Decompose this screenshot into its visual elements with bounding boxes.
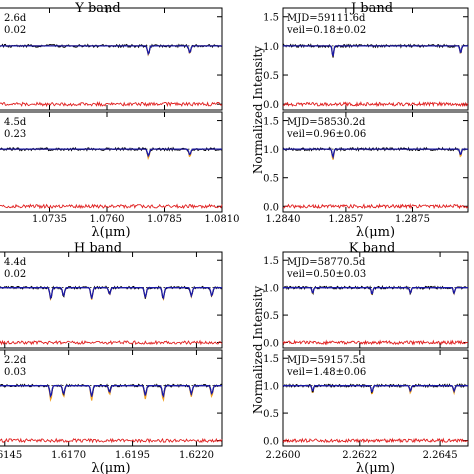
- panel-annotation: 0.03: [4, 367, 26, 378]
- x-tick-label: 1.6145: [0, 450, 22, 461]
- y-axis-label-bottom: Normalized Intensity: [251, 286, 265, 415]
- panel-annotation: veil=0.18±0.02: [286, 25, 366, 36]
- j-band-xlabel: λ(μm): [356, 225, 395, 240]
- panel-frame: [0, 7, 223, 111]
- x-tick-label: 1.2840: [266, 214, 301, 225]
- panel-annotation: veil=0.96±0.06: [286, 129, 366, 140]
- x-tick-label: 2.2622: [342, 450, 377, 461]
- residual-series: [0, 437, 223, 444]
- panel-annotation: veil=1.48±0.06: [286, 367, 366, 378]
- h-band-xlabel: λ(μm): [91, 461, 130, 474]
- y-tick-label: 1.5: [263, 117, 279, 128]
- h-band-quadrant: H band λ(μm) 4.4d0.022.2d0.031.61451.617…: [0, 241, 223, 474]
- spectrum-panel: 2.2d0.03: [0, 349, 223, 447]
- x-tick-label: 1.2857: [328, 214, 363, 225]
- x-tick-label: 1.2875: [395, 214, 430, 225]
- y-tick-label: 0.5: [263, 174, 279, 185]
- residual-series: [282, 203, 469, 210]
- y-tick-label: 0.0: [263, 339, 279, 350]
- y-band-quadrant: Y band λ(μm) 2.6d0.024.5d0.231.0735 1.076…: [0, 1, 240, 240]
- model-series: [283, 287, 468, 295]
- panel-annotation: 0.23: [4, 129, 26, 140]
- y-tick-label: 1.5: [263, 256, 279, 267]
- residual-series: [282, 339, 469, 346]
- residual-series: [0, 203, 223, 210]
- y-tick-label: 0.5: [263, 311, 279, 322]
- model-series: [0, 385, 222, 399]
- y-tick-label: 1.0: [263, 284, 279, 295]
- spectrum-panel: 2.6d0.02: [0, 7, 223, 111]
- y-tick-label: 0.5: [263, 71, 279, 82]
- y-tick-label: 1.0: [263, 42, 279, 53]
- panel-frame: [282, 251, 469, 349]
- y-tick-label: 0.5: [263, 409, 279, 420]
- panel-frame: [0, 251, 223, 349]
- panel-annotation: 2.6d: [4, 13, 27, 24]
- y-tick-label: 0.0: [263, 437, 279, 448]
- h-band-title: H band: [74, 241, 122, 256]
- panel-annotation: MJD=59157.5d: [287, 355, 366, 366]
- j-band-quadrant: J band λ(μm) 0.00.51.01.5 MJD=59111.6dvei…: [263, 1, 469, 240]
- y-tick-label: 0.0: [263, 100, 279, 111]
- model-series: [0, 148, 222, 158]
- k-band-xlabel: λ(μm): [356, 461, 395, 474]
- x-tick-label: 1.6195: [115, 450, 150, 461]
- panel-frame: [282, 7, 469, 111]
- y-band-xlabel: λ(μm): [91, 225, 130, 240]
- model-series: [283, 45, 468, 57]
- y-tick-label: 1.5: [263, 13, 279, 24]
- x-tick-label: 2.2645: [423, 450, 458, 461]
- panel-annotation: 0.02: [4, 25, 26, 36]
- y-tick-label: 1.0: [263, 145, 279, 156]
- k-band-title: K band: [349, 241, 396, 256]
- panel-annotation: 0.02: [4, 269, 26, 280]
- x-tick-label: 1.0735: [32, 214, 67, 225]
- y-axis-label-top: Normalized Intensity: [251, 46, 265, 175]
- residual-series: [282, 437, 469, 444]
- y-tick-label: 0.0: [263, 202, 279, 213]
- x-tick-label: 1.0760: [90, 214, 125, 225]
- panel-annotation: 2.2d: [4, 355, 27, 366]
- panel-annotation: 4.5d: [4, 117, 27, 128]
- y-tick-label: 1.5: [263, 354, 279, 365]
- k-band-quadrant: K band λ(μm) 0.00.51.01.5 MJD=58770.5dvei…: [263, 241, 469, 474]
- panel-frame: [282, 349, 469, 447]
- x-tick-label: 1.0810: [205, 214, 240, 225]
- spectrum-panel: 4.5d0.23: [0, 111, 223, 213]
- panel-annotation: veil=0.50±0.03: [286, 269, 366, 280]
- spectrum-panel: 4.4d0.02: [0, 251, 223, 349]
- residual-series: [0, 339, 223, 346]
- x-tick-label: 1.6220: [179, 450, 214, 461]
- x-tick-label: 1.6170: [51, 450, 86, 461]
- model-series: [283, 148, 468, 160]
- panel-annotation: 4.4d: [4, 257, 27, 268]
- residual-series: [282, 100, 469, 108]
- model-series: [283, 385, 468, 393]
- x-tick-label: 1.0785: [147, 214, 182, 225]
- model-series: [0, 287, 222, 301]
- panel-annotation: MJD=58530.2d: [287, 117, 366, 128]
- panel-frame: [0, 349, 223, 447]
- observed-series: [282, 43, 469, 58]
- veiled-model-series: [283, 148, 468, 160]
- panel-frame: [0, 111, 223, 213]
- y-tick-label: 1.0: [263, 382, 279, 393]
- panel-frame: [282, 111, 469, 213]
- x-tick-label: 2.2600: [266, 450, 301, 461]
- model-series: [0, 45, 222, 56]
- panel-annotation: MJD=58770.5d: [287, 257, 366, 268]
- panel-annotation: MJD=59111.6d: [287, 13, 366, 24]
- residual-series: [0, 101, 223, 108]
